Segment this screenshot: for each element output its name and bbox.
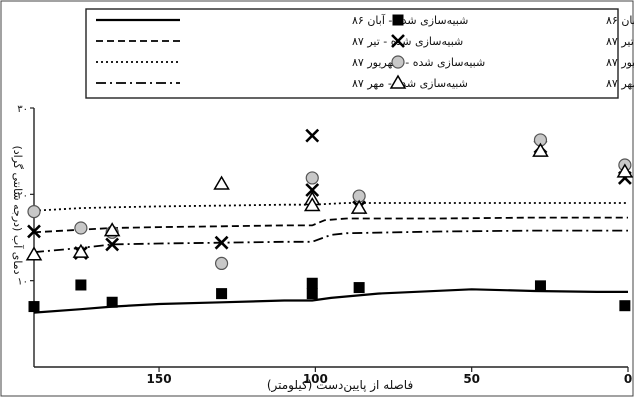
series-line-dashed [33,216,628,234]
data-point-filled-square [306,277,318,289]
data-point-filled-square [353,282,365,294]
legend: شبیه‌سازی شده - آبان ۸۶ شبیه‌سازی شده - ت… [96,13,634,90]
x-tick-label: 150 [147,372,172,386]
data-point-triangle [532,142,549,157]
data-point-circle [305,171,319,185]
legend-label-observed: مشاهداتی - آبان ۸۶ [606,13,634,27]
plot-area: 0 50 100 150 ١٠ ٢٠ ٣٠ [17,104,634,386]
x-tick-label: 0 [624,372,632,386]
series-line-dotted [33,202,628,212]
legend-marker-triangle [389,74,407,89]
data-point-circle [214,256,229,270]
data-point-triangle [350,199,368,214]
x-stroke [305,183,320,197]
y-tick-label: ٣٠ [17,104,28,115]
legend-label-simulated: شبیه‌سازی شده - مهر ۸۷ [352,77,468,90]
data-point-x [305,128,320,143]
x-stroke [27,224,41,239]
legend-marker-circle [391,55,405,69]
data-point-circle [27,205,41,219]
legend-label-observed: مشاهداتی - شهریور ۸۷ [606,56,634,69]
data-point-triangle [72,243,90,258]
data-point-circle [74,221,88,235]
x-tick-label: 100 [303,372,328,386]
data-point-x [105,237,120,252]
legend-label-simulated: شبیه‌سازی شده - آبان ۸۶ [352,13,468,27]
data-point-triangle [25,246,43,261]
data-point-filled-square [216,288,228,300]
legend-label-observed: مشاهداتی - مهر ۸۷ [606,77,634,90]
data-point-filled-square [75,279,87,291]
legend-label-observed: مشاهداتی - تیر ۸۷ [606,35,634,48]
data-point-filled-square [306,288,318,300]
legend-box [85,8,619,99]
x-stroke [214,235,229,250]
y-axis-label: دمای آب (درجه سانتی گراد) [11,145,25,274]
x-tick-label: 50 [463,372,480,386]
data-point-triangle [213,175,230,190]
data-point-filled-square [534,280,546,292]
legend-label-simulated: شبیه‌سازی شده - شهریور ۸۷ [352,56,485,69]
series-line-dashdot [33,229,628,254]
y-tick-label: ٢٠ [17,190,28,201]
legend-marker-filled-square [392,14,404,26]
data-point-filled-square [106,296,118,308]
data-point-x [305,183,320,197]
x-axis-label: فاصله از پایین‌دست (کیلومتر) [267,378,413,393]
data-point-triangle [616,163,634,178]
x-stroke [105,237,120,252]
y-tick-label: ١٠ [17,277,28,288]
x-stroke [391,34,405,48]
data-point-triangle [303,197,321,212]
data-point-filled-square [619,300,631,312]
legend-marker-x [391,34,405,48]
data-point-x [27,224,41,239]
x-stroke [305,128,320,143]
data-point-x [214,235,229,250]
data-point-triangle [103,222,121,237]
data-point-filled-square [28,301,40,313]
legend-label-simulated: شبیه‌سازی شده - تیر ۸۷ [352,35,463,48]
